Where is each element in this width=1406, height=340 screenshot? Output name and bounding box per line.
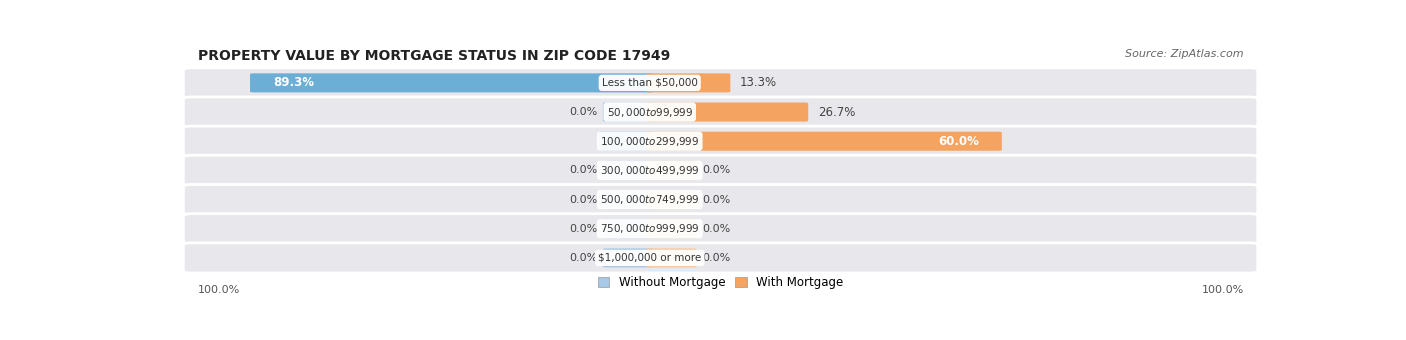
Text: $50,000 to $99,999: $50,000 to $99,999	[606, 105, 693, 119]
Text: 0.0%: 0.0%	[702, 194, 730, 205]
Text: 100.0%: 100.0%	[1201, 285, 1244, 294]
Text: 0.0%: 0.0%	[702, 253, 730, 263]
Text: 0.0%: 0.0%	[569, 194, 598, 205]
FancyBboxPatch shape	[647, 219, 696, 238]
FancyBboxPatch shape	[183, 97, 1258, 127]
Text: 89.3%: 89.3%	[273, 76, 314, 89]
Text: 60.0%: 60.0%	[938, 135, 979, 148]
Text: Source: ZipAtlas.com: Source: ZipAtlas.com	[1125, 49, 1244, 59]
Text: 0.0%: 0.0%	[569, 224, 598, 234]
FancyBboxPatch shape	[183, 185, 1258, 215]
FancyBboxPatch shape	[647, 190, 696, 209]
FancyBboxPatch shape	[647, 132, 1002, 151]
FancyBboxPatch shape	[603, 190, 652, 209]
FancyBboxPatch shape	[250, 73, 652, 92]
FancyBboxPatch shape	[603, 161, 652, 180]
Text: $1,000,000 or more: $1,000,000 or more	[598, 253, 702, 263]
Text: 0.0%: 0.0%	[569, 165, 598, 175]
FancyBboxPatch shape	[647, 161, 696, 180]
FancyBboxPatch shape	[183, 243, 1258, 273]
Text: 0.0%: 0.0%	[702, 224, 730, 234]
FancyBboxPatch shape	[603, 248, 652, 268]
Text: 0.0%: 0.0%	[569, 107, 598, 117]
Text: 13.3%: 13.3%	[740, 76, 778, 89]
Text: $100,000 to $299,999: $100,000 to $299,999	[600, 135, 699, 148]
Text: 26.7%: 26.7%	[818, 105, 855, 119]
FancyBboxPatch shape	[647, 73, 730, 92]
Text: 0.0%: 0.0%	[569, 253, 598, 263]
Text: 100.0%: 100.0%	[197, 285, 240, 294]
FancyBboxPatch shape	[183, 68, 1258, 98]
Text: PROPERTY VALUE BY MORTGAGE STATUS IN ZIP CODE 17949: PROPERTY VALUE BY MORTGAGE STATUS IN ZIP…	[197, 49, 669, 63]
FancyBboxPatch shape	[647, 103, 808, 122]
FancyBboxPatch shape	[599, 132, 652, 151]
Legend: Without Mortgage, With Mortgage: Without Mortgage, With Mortgage	[593, 272, 848, 294]
Text: $500,000 to $749,999: $500,000 to $749,999	[600, 193, 700, 206]
Text: $750,000 to $999,999: $750,000 to $999,999	[600, 222, 700, 235]
FancyBboxPatch shape	[183, 155, 1258, 186]
FancyBboxPatch shape	[603, 103, 652, 122]
FancyBboxPatch shape	[183, 126, 1258, 156]
Text: Less than $50,000: Less than $50,000	[602, 78, 697, 88]
Text: $300,000 to $499,999: $300,000 to $499,999	[600, 164, 700, 177]
FancyBboxPatch shape	[647, 248, 696, 268]
FancyBboxPatch shape	[603, 219, 652, 238]
Text: 10.7%: 10.7%	[621, 135, 662, 148]
FancyBboxPatch shape	[183, 214, 1258, 244]
Text: 0.0%: 0.0%	[702, 165, 730, 175]
